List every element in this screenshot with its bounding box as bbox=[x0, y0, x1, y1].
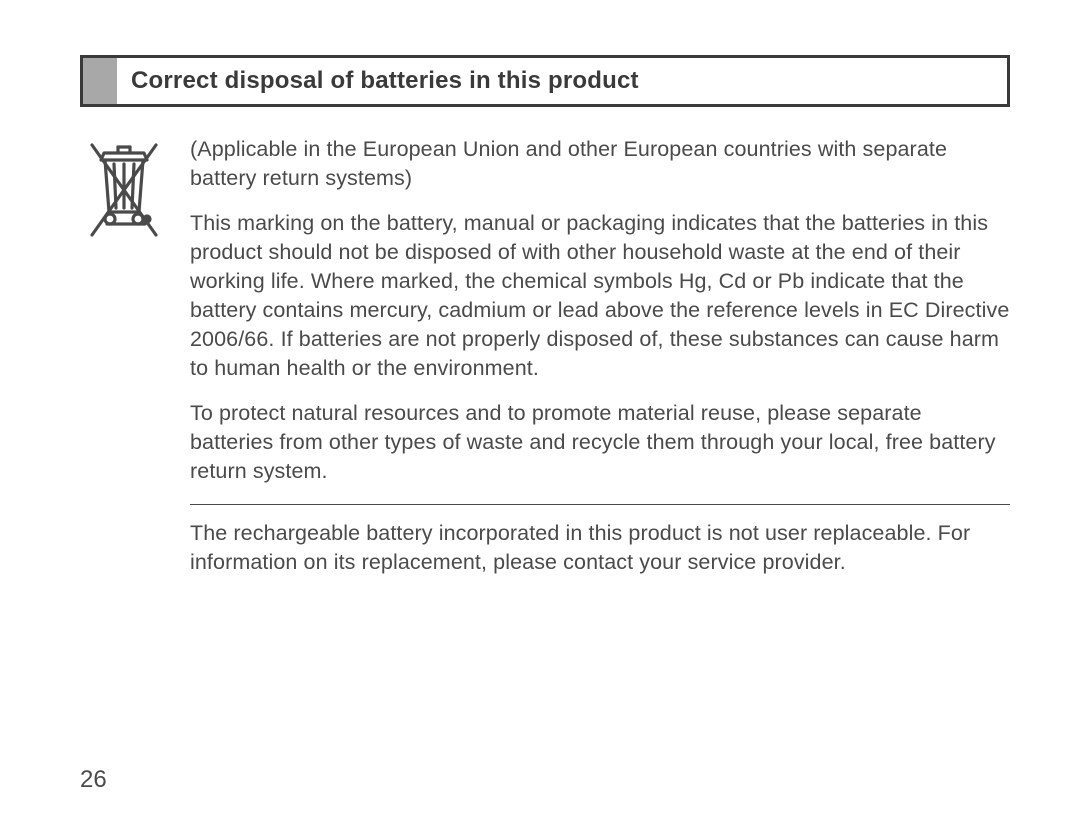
applicability-note: (Applicable in the European Union and ot… bbox=[190, 135, 1010, 193]
page-number: 26 bbox=[80, 766, 107, 794]
section-heading-box: Correct disposal of batteries in this pr… bbox=[80, 55, 1010, 107]
icon-column bbox=[80, 135, 168, 593]
text-column: (Applicable in the European Union and ot… bbox=[190, 135, 1010, 593]
heading-tab bbox=[83, 58, 117, 104]
section-heading: Correct disposal of batteries in this pr… bbox=[117, 67, 639, 95]
content-row: (Applicable in the European Union and ot… bbox=[80, 135, 1010, 593]
disposal-paragraph-2: To protect natural resources and to prom… bbox=[190, 399, 1010, 486]
crossed-out-wheeled-bin-icon bbox=[80, 234, 168, 251]
disposal-paragraph-1: This marking on the battery, manual or p… bbox=[190, 209, 1010, 383]
section-divider bbox=[190, 504, 1010, 505]
manual-page: Correct disposal of batteries in this pr… bbox=[80, 55, 1010, 593]
non-replaceable-note: The rechargeable battery incorporated in… bbox=[190, 519, 1010, 577]
